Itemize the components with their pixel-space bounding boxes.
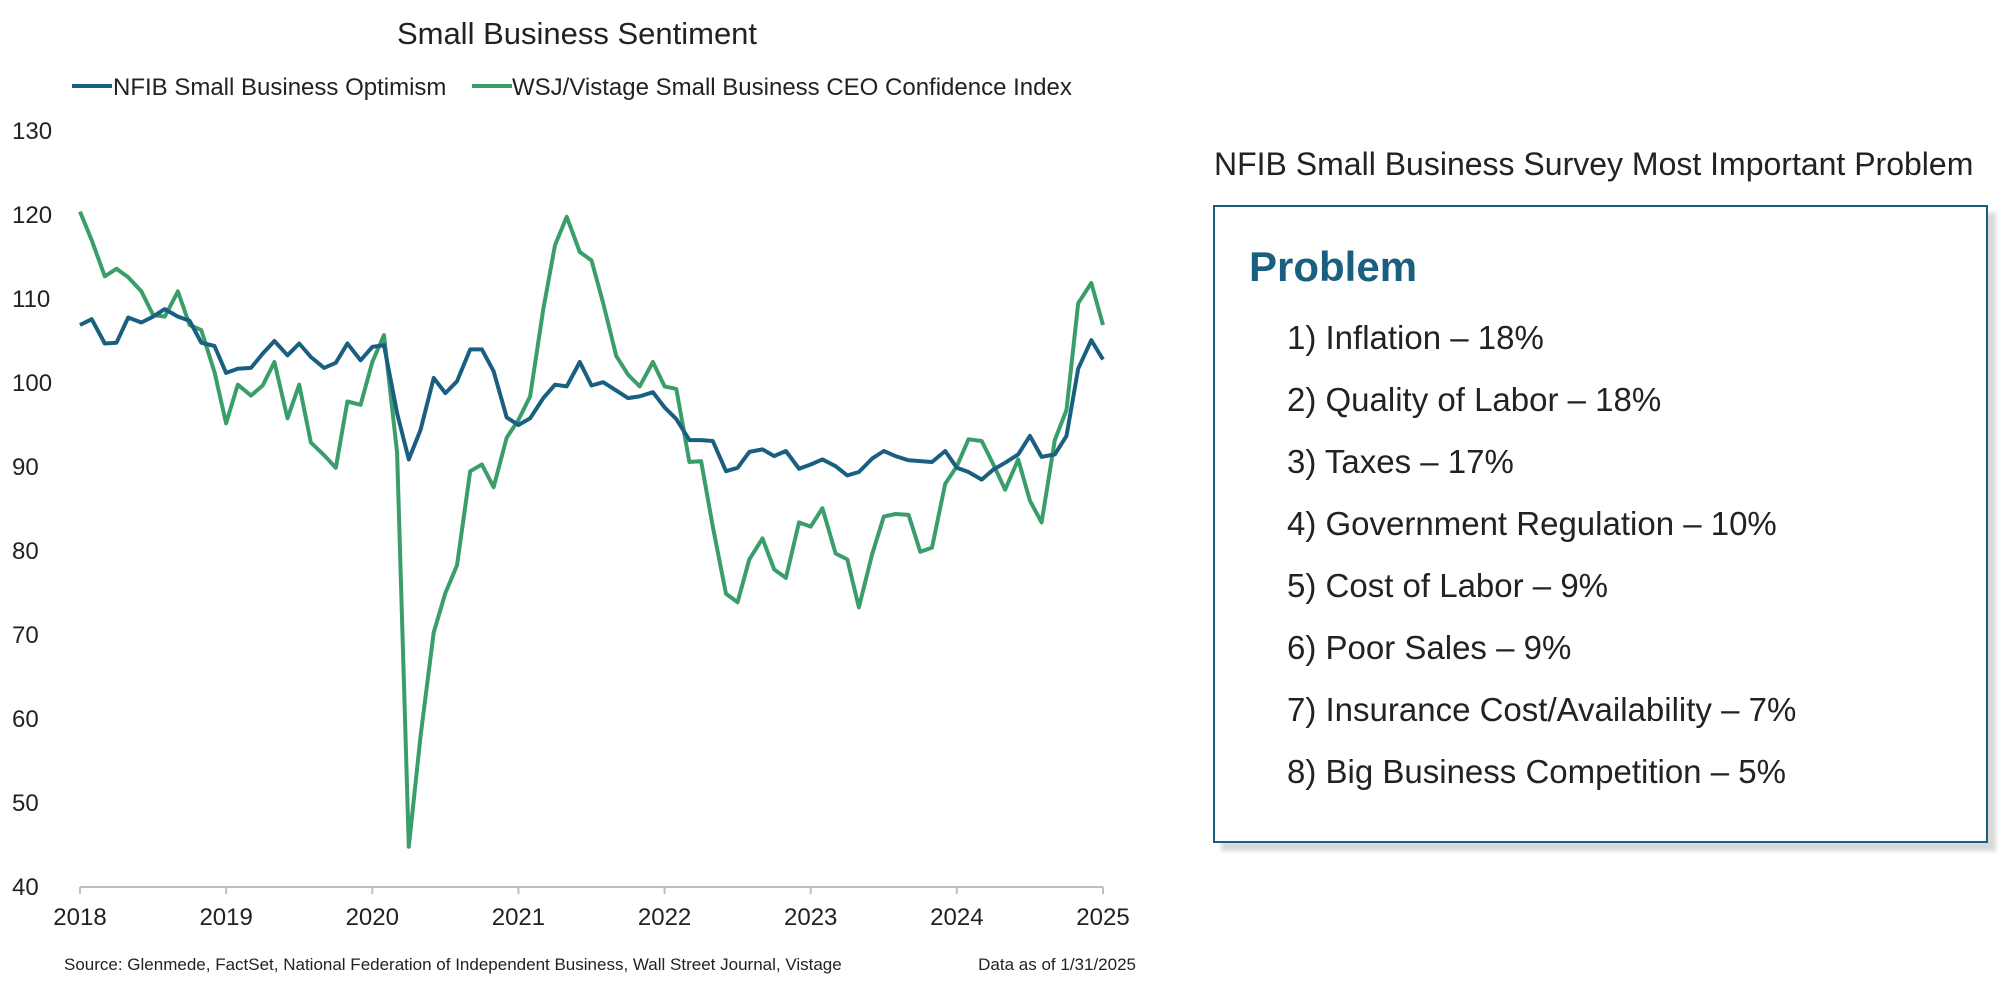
x-tick-label: 2023	[784, 904, 837, 931]
problem-item: 3) Taxes – 17%	[1287, 443, 1514, 480]
y-tick-label: 60	[12, 706, 39, 733]
y-tick-label: 40	[12, 874, 39, 901]
series-layer	[78, 210, 1105, 849]
panel-heading: Problem	[1249, 243, 1418, 290]
legend-label-wsj: WSJ/Vistage Small Business CEO Confidenc…	[512, 74, 1072, 101]
problem-item: 8) Big Business Competition – 5%	[1287, 753, 1786, 790]
problem-item: 2) Quality of Labor – 18%	[1287, 381, 1662, 418]
y-tick-label: 120	[12, 202, 52, 229]
x-tick-label: 2018	[53, 904, 106, 931]
problem-item: 4) Government Regulation – 10%	[1287, 505, 1777, 542]
problem-list: 1) Inflation – 18% 2) Quality of Labor –…	[1287, 307, 1796, 803]
y-tick-label: 100	[12, 370, 52, 397]
problem-item: 7) Insurance Cost/Availability – 7%	[1287, 691, 1797, 728]
data-date-note: Data as of 1/31/2025	[978, 955, 1136, 974]
x-axis-ticks: 2018 2019 2020 2021 2022 2023 2024 2025	[53, 887, 1130, 931]
problem-panel: Problem 1) Inflation – 18% 2) Quality of…	[1213, 205, 1988, 843]
series-line-wsj	[78, 210, 1105, 849]
y-tick-label: 80	[12, 538, 39, 565]
y-tick-label: 70	[12, 622, 39, 649]
source-note: Source: Glenmede, FactSet, National Fede…	[64, 955, 842, 974]
series-line-nfib	[79, 307, 1105, 482]
legend: NFIB Small Business Optimism WSJ/Vistage…	[72, 74, 1072, 101]
panel-title: NFIB Small Business Survey Most Importan…	[1214, 146, 1974, 182]
problem-item: 5) Cost of Labor – 9%	[1287, 567, 1609, 604]
legend-label-nfib: NFIB Small Business Optimism	[113, 74, 446, 101]
x-tick-label: 2021	[492, 904, 545, 931]
x-tick-label: 2024	[930, 904, 983, 931]
problem-item: 6) Poor Sales – 9%	[1287, 629, 1572, 666]
problem-item: 1) Inflation – 18%	[1287, 319, 1544, 356]
y-axis-ticks: 40 50 60 70 80 90 100 110 120 130	[12, 118, 52, 901]
x-tick-label: 2022	[638, 904, 691, 931]
y-tick-label: 130	[12, 118, 52, 145]
x-tick-label: 2019	[199, 904, 252, 931]
x-tick-label: 2025	[1076, 904, 1129, 931]
y-tick-label: 110	[12, 286, 50, 313]
y-tick-label: 90	[12, 454, 39, 481]
y-tick-label: 50	[12, 790, 39, 817]
x-tick-label: 2020	[346, 904, 399, 931]
chart-title: Small Business Sentiment	[397, 16, 757, 51]
